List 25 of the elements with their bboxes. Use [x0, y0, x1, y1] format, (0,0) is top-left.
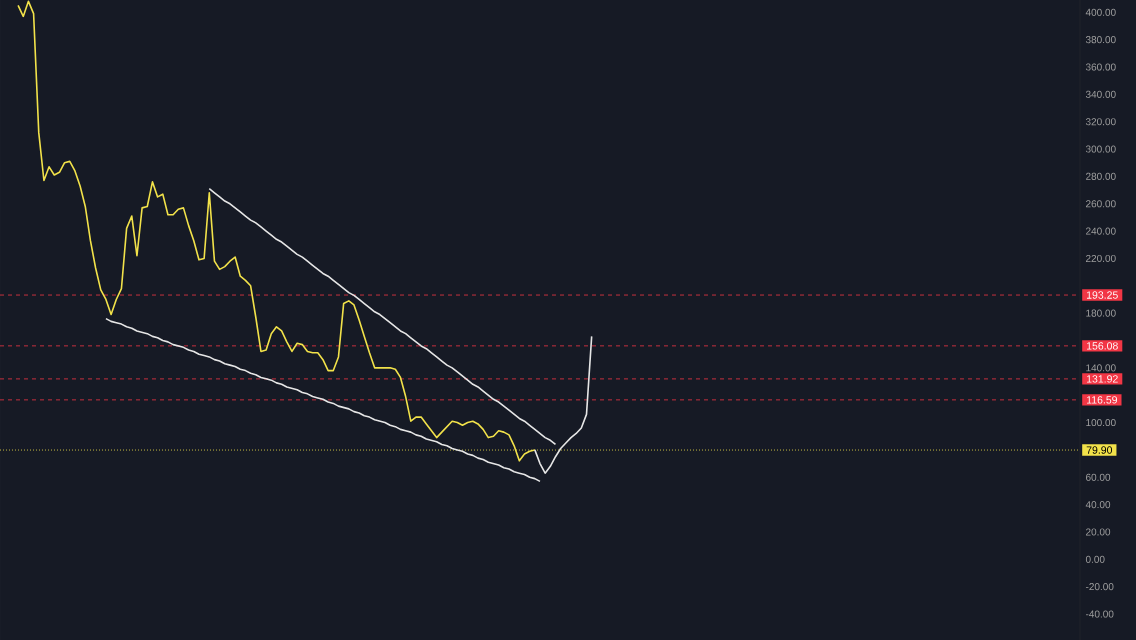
y-tick-label: 360.00	[1085, 63, 1116, 71]
y-tick-label: 40.00	[1085, 501, 1111, 509]
ref-line-label: 79.90	[1086, 446, 1113, 454]
y-tick-label: 180.00	[1086, 309, 1116, 317]
y-tick-label: 400.00	[1085, 8, 1116, 16]
y-tick-label: 60.00	[1086, 473, 1111, 481]
ref-line-label: 116.59	[1086, 396, 1118, 404]
ref-line-label: 193.25	[1086, 291, 1118, 299]
y-tick-label: 100.00	[1086, 419, 1116, 427]
y-tick-label: 340.00	[1085, 90, 1116, 98]
y-tick-label: 260.00	[1086, 200, 1116, 208]
y-tick-label: 0.00	[1085, 555, 1105, 563]
y-tick-label: 220.00	[1086, 254, 1116, 262]
y-tick-label: 20.00	[1086, 528, 1111, 536]
y-tick-label: 300.00	[1085, 145, 1116, 153]
y-tick-label: 320.00	[1085, 118, 1116, 126]
y-tick-label: 280.00	[1086, 172, 1116, 180]
line-series	[534, 335, 593, 474]
y-tick-label: 140.00	[1086, 364, 1116, 372]
y-tick-label: 380.00	[1085, 36, 1116, 44]
ref-line-label: 156.08	[1086, 342, 1118, 350]
y-tick-label: -40.00	[1085, 610, 1114, 618]
y-tick-label: -20.00	[1085, 583, 1114, 591]
y-tick-label: 240.00	[1086, 227, 1116, 235]
ref-line-label: 131.92	[1086, 375, 1118, 383]
